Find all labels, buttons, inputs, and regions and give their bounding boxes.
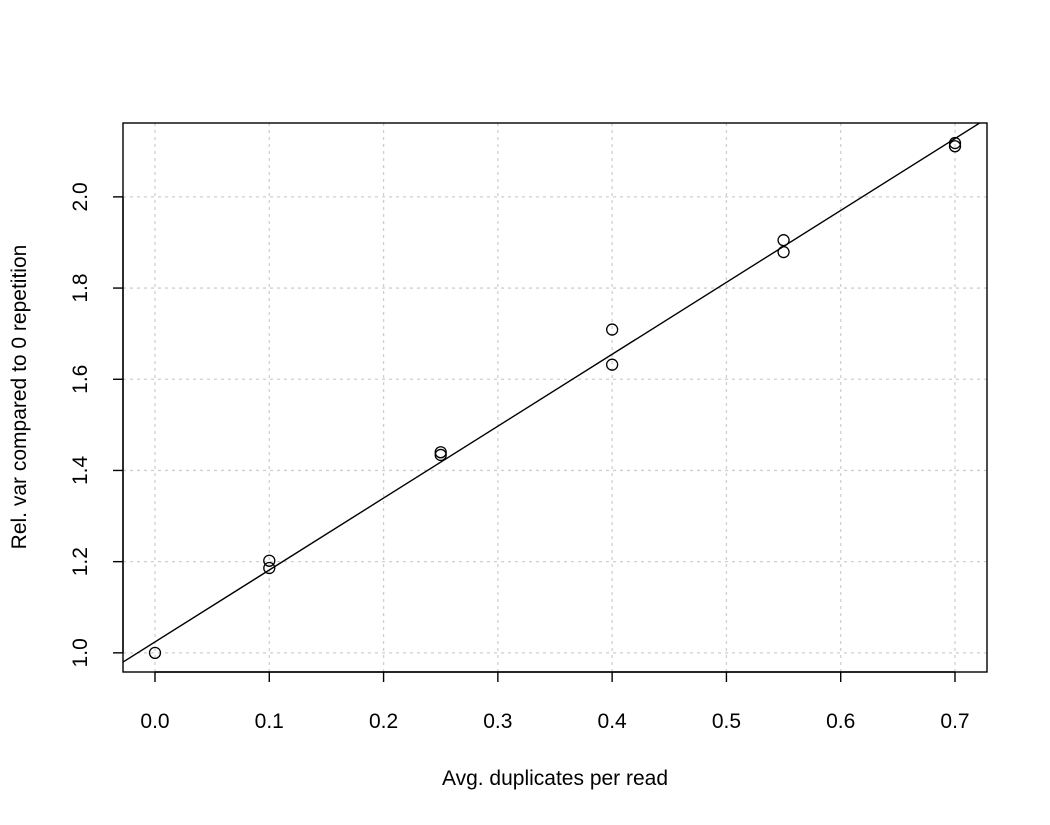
y-axis: 1.0 1.2 1.4 1.6 1.8 2.0 xyxy=(69,182,124,667)
x-tick-label-4: 0.4 xyxy=(598,710,628,733)
data-point-3 xyxy=(434,446,447,459)
x-tick-label-1: 0.1 xyxy=(255,710,284,733)
x-axis-title: Avg. duplicates per read xyxy=(442,767,668,790)
data-point-7 xyxy=(777,234,790,247)
fit-line-layer xyxy=(122,122,981,663)
y-tick-label-3: 1.6 xyxy=(69,365,92,394)
y-tick-label-5: 2.0 xyxy=(69,182,92,211)
data-point-6 xyxy=(605,358,619,371)
data-point-8 xyxy=(777,245,790,259)
x-tick-label-3: 0.3 xyxy=(483,710,512,733)
x-axis: 0.0 0.1 0.2 0.3 0.4 0.5 0.6 0.7 xyxy=(140,671,970,733)
data-point-9 xyxy=(948,136,962,150)
x-tick-label-6: 0.6 xyxy=(826,710,855,733)
y-tick-label-1: 1.2 xyxy=(69,547,92,576)
x-tick-label-0: 0.0 xyxy=(140,710,169,733)
x-tick-label-2: 0.2 xyxy=(369,710,398,733)
regression-line xyxy=(122,122,981,663)
data-point-4 xyxy=(434,448,447,462)
data-point-10 xyxy=(948,140,962,153)
grid-layer xyxy=(123,123,987,672)
y-tick-label-0: 1.0 xyxy=(69,638,92,667)
data-point-1 xyxy=(263,554,276,567)
x-tick-label-7: 0.7 xyxy=(940,710,969,733)
y-axis-title: Rel. var compared to 0 repetition xyxy=(8,245,31,550)
x-tick-label-5: 0.5 xyxy=(712,710,741,733)
data-point-2 xyxy=(263,561,276,575)
y-tick-label-4: 1.8 xyxy=(69,273,92,302)
plot-frame xyxy=(122,122,988,673)
data-point-5 xyxy=(605,323,619,336)
points-layer xyxy=(148,136,962,659)
y-tick-label-2: 1.4 xyxy=(69,456,92,486)
data-point-0 xyxy=(148,646,162,659)
